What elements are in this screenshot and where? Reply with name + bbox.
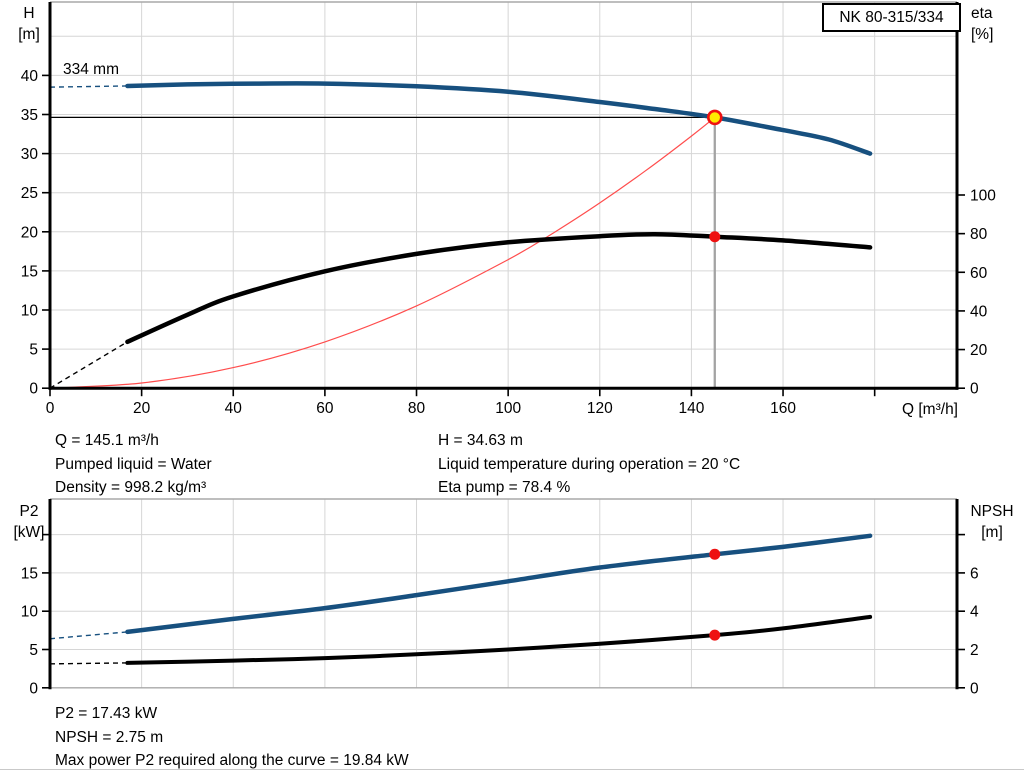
left-tick-label: 25 [21,185,38,202]
left-tick-label: 30 [21,146,39,163]
right-tick-label: 0 [970,680,979,697]
left-tick-label: 40 [21,68,39,85]
right-tick-label: 2 [970,642,979,659]
info-line-liquid: Pumped liquid = Water [55,455,212,473]
duty-value-dot [709,629,721,641]
x-tick-label: 100 [495,400,521,417]
x-tick-label: 120 [587,400,613,417]
right-tick-label: 80 [970,226,988,243]
x-tick-label: 60 [316,400,334,417]
right-tick-label: 100 [970,188,996,205]
q-axis-label: Q [m³/h] [902,401,958,418]
system-curve [49,116,716,389]
eta-axis-label-symbol: eta [971,5,993,22]
head-curve-334mm [125,81,873,156]
p2-curve-dashed-extension [49,631,128,640]
info-line-density: Density = 998.2 kg/m³ [55,479,207,496]
x-tick-label: 160 [770,400,796,417]
bottom-divider [0,769,1024,770]
npsh-axis-label-unit: [m] [981,524,1003,541]
info-line-maxpower: Max power P2 required along the curve = … [55,752,409,769]
right-tick-label: 4 [970,604,979,621]
head-curve-334mm-dashed-extension [49,85,128,88]
info-line-q: Q = 145.1 m³/h [55,432,159,449]
x-tick-label: 0 [46,400,55,417]
npsh-curve [125,614,873,665]
info-line-temperature: Liquid temperature during operation = 20… [438,455,741,473]
npsh-curve-dashed-extension [49,662,128,665]
left-tick-label: 20 [21,224,39,241]
pump-model-box: NK 80-315/334 [822,3,961,32]
operating-info-right: H = 34.63 m Liquid temperature during op… [438,429,740,500]
left-tick-label: 5 [29,342,38,359]
impeller-size-label: 334 mm [63,61,119,78]
operating-info-left: Q = 145.1 m³/h Pumped liquid = Water Den… [55,429,212,500]
h-axis-label-unit: [m] [18,26,40,43]
right-tick-label: 20 [970,342,988,359]
npsh-axis-label: NPSH [m] [962,501,1022,543]
duty-value-dot [709,548,721,560]
power-info: P2 = 17.43 kW NPSH = 2.75 m Max power P2… [55,702,409,773]
efficiency-curve-dashed-extension [49,341,128,389]
duty-point-marker [706,109,723,126]
left-tick-label: 10 [21,303,39,320]
left-tick-label: 0 [29,381,38,398]
info-line-npsh: NPSH = 2.75 m [55,728,164,746]
info-line-p2: P2 = 17.43 kW [55,705,158,722]
p2-axis-label-symbol: P2 [19,503,39,520]
p2-axis-label: P2 [kW] [8,501,50,543]
info-line-h: H = 34.63 m [438,432,523,449]
eta-axis-label-unit: [%] [971,26,994,43]
left-tick-label: 35 [21,107,38,124]
left-tick-label: 15 [21,565,38,582]
x-tick-label: 20 [133,400,151,417]
eta-axis-label: eta [%] [971,3,1021,45]
right-tick-label: 60 [970,265,988,282]
h-axis-label: H [m] [10,3,48,45]
x-tick-label: 80 [408,400,426,417]
x-tick-label: 40 [225,400,243,417]
duty-value-dot [709,231,721,243]
npsh-axis-label-symbol: NPSH [970,503,1014,520]
p2-curve [125,533,873,635]
efficiency-curve [125,231,873,345]
h-axis-label-symbol: H [23,5,35,22]
left-tick-label: 5 [29,642,38,659]
left-tick-label: 15 [21,263,38,280]
left-tick-label: 0 [29,680,38,697]
right-tick-label: 40 [970,303,988,320]
right-tick-label: 0 [970,381,979,398]
p2-axis-label-unit: [kW] [13,524,45,541]
left-tick-label: 10 [21,604,39,621]
right-tick-label: 6 [970,565,979,582]
info-line-eta: Eta pump = 78.4 % [438,479,571,496]
x-tick-label: 140 [678,400,704,417]
